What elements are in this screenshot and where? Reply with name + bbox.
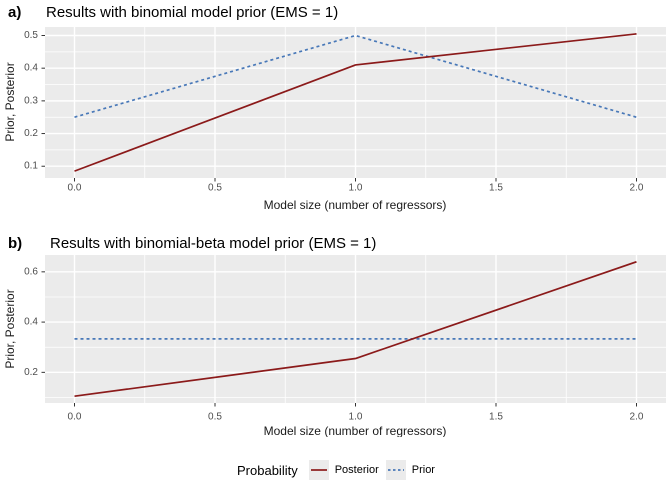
x-tick-label: 0.5: [208, 412, 222, 423]
prior-dashed-line-icon: [387, 469, 404, 471]
y-tick-label: 0.6: [24, 266, 38, 277]
chart-title: Results with binomial-beta model prior (…: [50, 235, 376, 252]
x-tick-label: 1.5: [489, 183, 503, 194]
plot-area: 0.0 0.5 1.0 1.5 2.0 0.1 0.2 0.3 0.4 0.5: [24, 27, 666, 194]
legend: Probability Posterior Prior: [0, 442, 672, 480]
chart-binomial-prior: 0.0 0.5 1.0 1.5 2.0 0.1 0.2 0.3 0.4 0.5 a) Result…: [3, 4, 666, 212]
plot-area: 0.0 0.5 1.0 1.5 2.0 0.2 0.4 0.6: [24, 255, 666, 423]
posterior-key-swatch: [308, 460, 329, 480]
y-axis-title: Prior, Posterior: [3, 62, 17, 141]
x-tick-label: 2.0: [630, 412, 644, 423]
x-tick-label: 1.0: [349, 412, 363, 423]
posterior-line-icon: [310, 469, 327, 471]
chart-binomial-beta-prior: 0.0 0.5 1.0 1.5 2.0 0.2 0.4 0.6 b) Results with…: [3, 235, 666, 438]
posterior-line: [74, 33, 637, 172]
legend-label-posterior: Posterior: [334, 464, 379, 476]
x-tick-label: 2.0: [630, 183, 644, 194]
x-tick-label: 0.0: [68, 412, 82, 423]
x-tick-label: 1.5: [489, 412, 503, 423]
chart-tag: a): [8, 4, 21, 21]
y-axis-title: Prior, Posterior: [3, 289, 17, 368]
x-tick-label: 1.0: [349, 183, 363, 194]
chart-title: Results with binomial model prior (EMS =…: [46, 4, 338, 21]
prior-line: [74, 34, 637, 119]
y-tick-label: 0.4: [24, 63, 38, 74]
legend-label-prior: Prior: [411, 464, 435, 476]
prior-key-swatch: [385, 460, 406, 480]
y-tick-label: 0.3: [24, 95, 38, 106]
y-tick-label: 0.5: [24, 30, 38, 41]
x-tick-label: 0.0: [68, 183, 82, 194]
y-tick-label: 0.1: [24, 161, 38, 172]
legend-item-posterior: Posterior: [308, 460, 379, 480]
x-axis-title: Model size (number of regressors): [264, 198, 447, 212]
x-tick-label: 0.5: [208, 183, 222, 194]
y-tick-label: 0.2: [24, 128, 38, 139]
legend-title: Probability: [237, 462, 298, 478]
legend-item-prior: Prior: [385, 460, 435, 480]
posterior-line: [74, 260, 637, 398]
x-axis-title: Model size (number of regressors): [264, 424, 447, 437]
chart-tag: b): [8, 235, 22, 252]
y-tick-label: 0.2: [24, 367, 38, 378]
y-tick-label: 0.4: [24, 317, 38, 328]
